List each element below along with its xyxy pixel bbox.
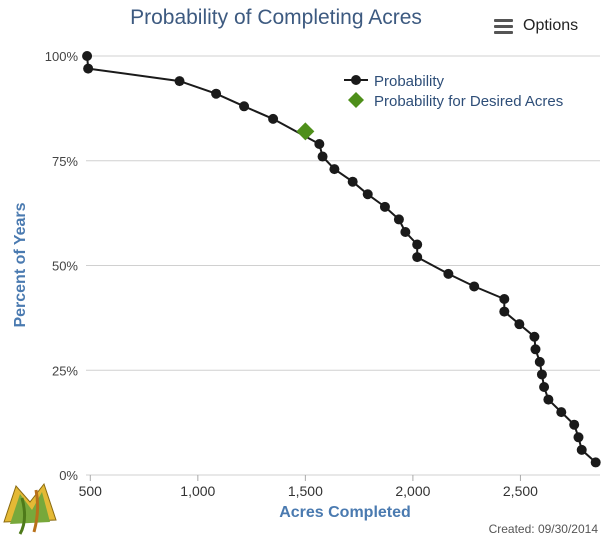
probability-point <box>469 281 480 292</box>
probability-point <box>499 306 510 317</box>
probability-point <box>314 138 325 149</box>
probability-point <box>239 101 250 112</box>
chart-title: Probability of Completing Acres <box>130 6 422 29</box>
probability-point <box>412 239 423 250</box>
probability-point <box>536 369 547 380</box>
probability-point <box>393 214 404 225</box>
legend-probability-marker <box>351 75 361 85</box>
logo <box>0 480 62 543</box>
probability-point <box>576 444 587 455</box>
menu-icon <box>494 18 513 34</box>
probability-point <box>317 151 328 162</box>
options-button[interactable]: Options <box>494 13 578 39</box>
probability-point <box>529 331 540 342</box>
probability-point <box>539 382 550 393</box>
y-tick-label: 50% <box>52 259 78 274</box>
y-tick-label: 25% <box>52 363 78 378</box>
x-tick-label: 1,500 <box>288 483 323 499</box>
legend-desired-marker <box>348 92 364 108</box>
probability-point <box>174 76 185 87</box>
probability-point <box>362 189 373 200</box>
x-tick-label: 2,000 <box>395 483 430 499</box>
probability-point <box>329 164 340 175</box>
probability-line <box>86 55 597 464</box>
probability-point <box>412 252 423 263</box>
x-tick-label: 500 <box>79 483 103 499</box>
probability-point <box>534 356 545 367</box>
legend: Probability Probability for Desired Acres <box>344 73 563 110</box>
x-tick-label: 1,000 <box>180 483 215 499</box>
probability-point <box>82 51 93 61</box>
probability-point <box>347 176 358 187</box>
probability-point <box>443 268 454 279</box>
created-date: Created: 09/30/2014 <box>488 522 598 536</box>
probability-point <box>400 226 411 237</box>
y-tick-label: 0% <box>59 468 78 483</box>
probability-point <box>211 88 222 99</box>
y-axis-title: Percent of Years <box>12 202 29 327</box>
y-tick-label: 100% <box>45 49 79 64</box>
probability-point <box>590 457 601 468</box>
options-label: Options <box>523 17 579 34</box>
probability-point <box>268 113 279 124</box>
probability-point <box>573 432 584 443</box>
legend-probability-label: Probability <box>374 73 445 90</box>
probability-point <box>514 319 525 330</box>
probability-point <box>379 201 390 212</box>
probability-point <box>499 294 510 305</box>
y-tick-label: 75% <box>52 154 78 169</box>
probability-point <box>543 394 554 405</box>
x-axis-title: Acres Completed <box>279 504 411 521</box>
desired-acres-point <box>296 122 315 141</box>
x-tick-label: 2,500 <box>503 483 538 499</box>
probability-point <box>556 407 567 418</box>
probability-point <box>83 63 94 74</box>
legend-desired-label: Probability for Desired Acres <box>374 93 563 110</box>
probability-point <box>569 419 580 430</box>
probability-point <box>530 344 541 355</box>
